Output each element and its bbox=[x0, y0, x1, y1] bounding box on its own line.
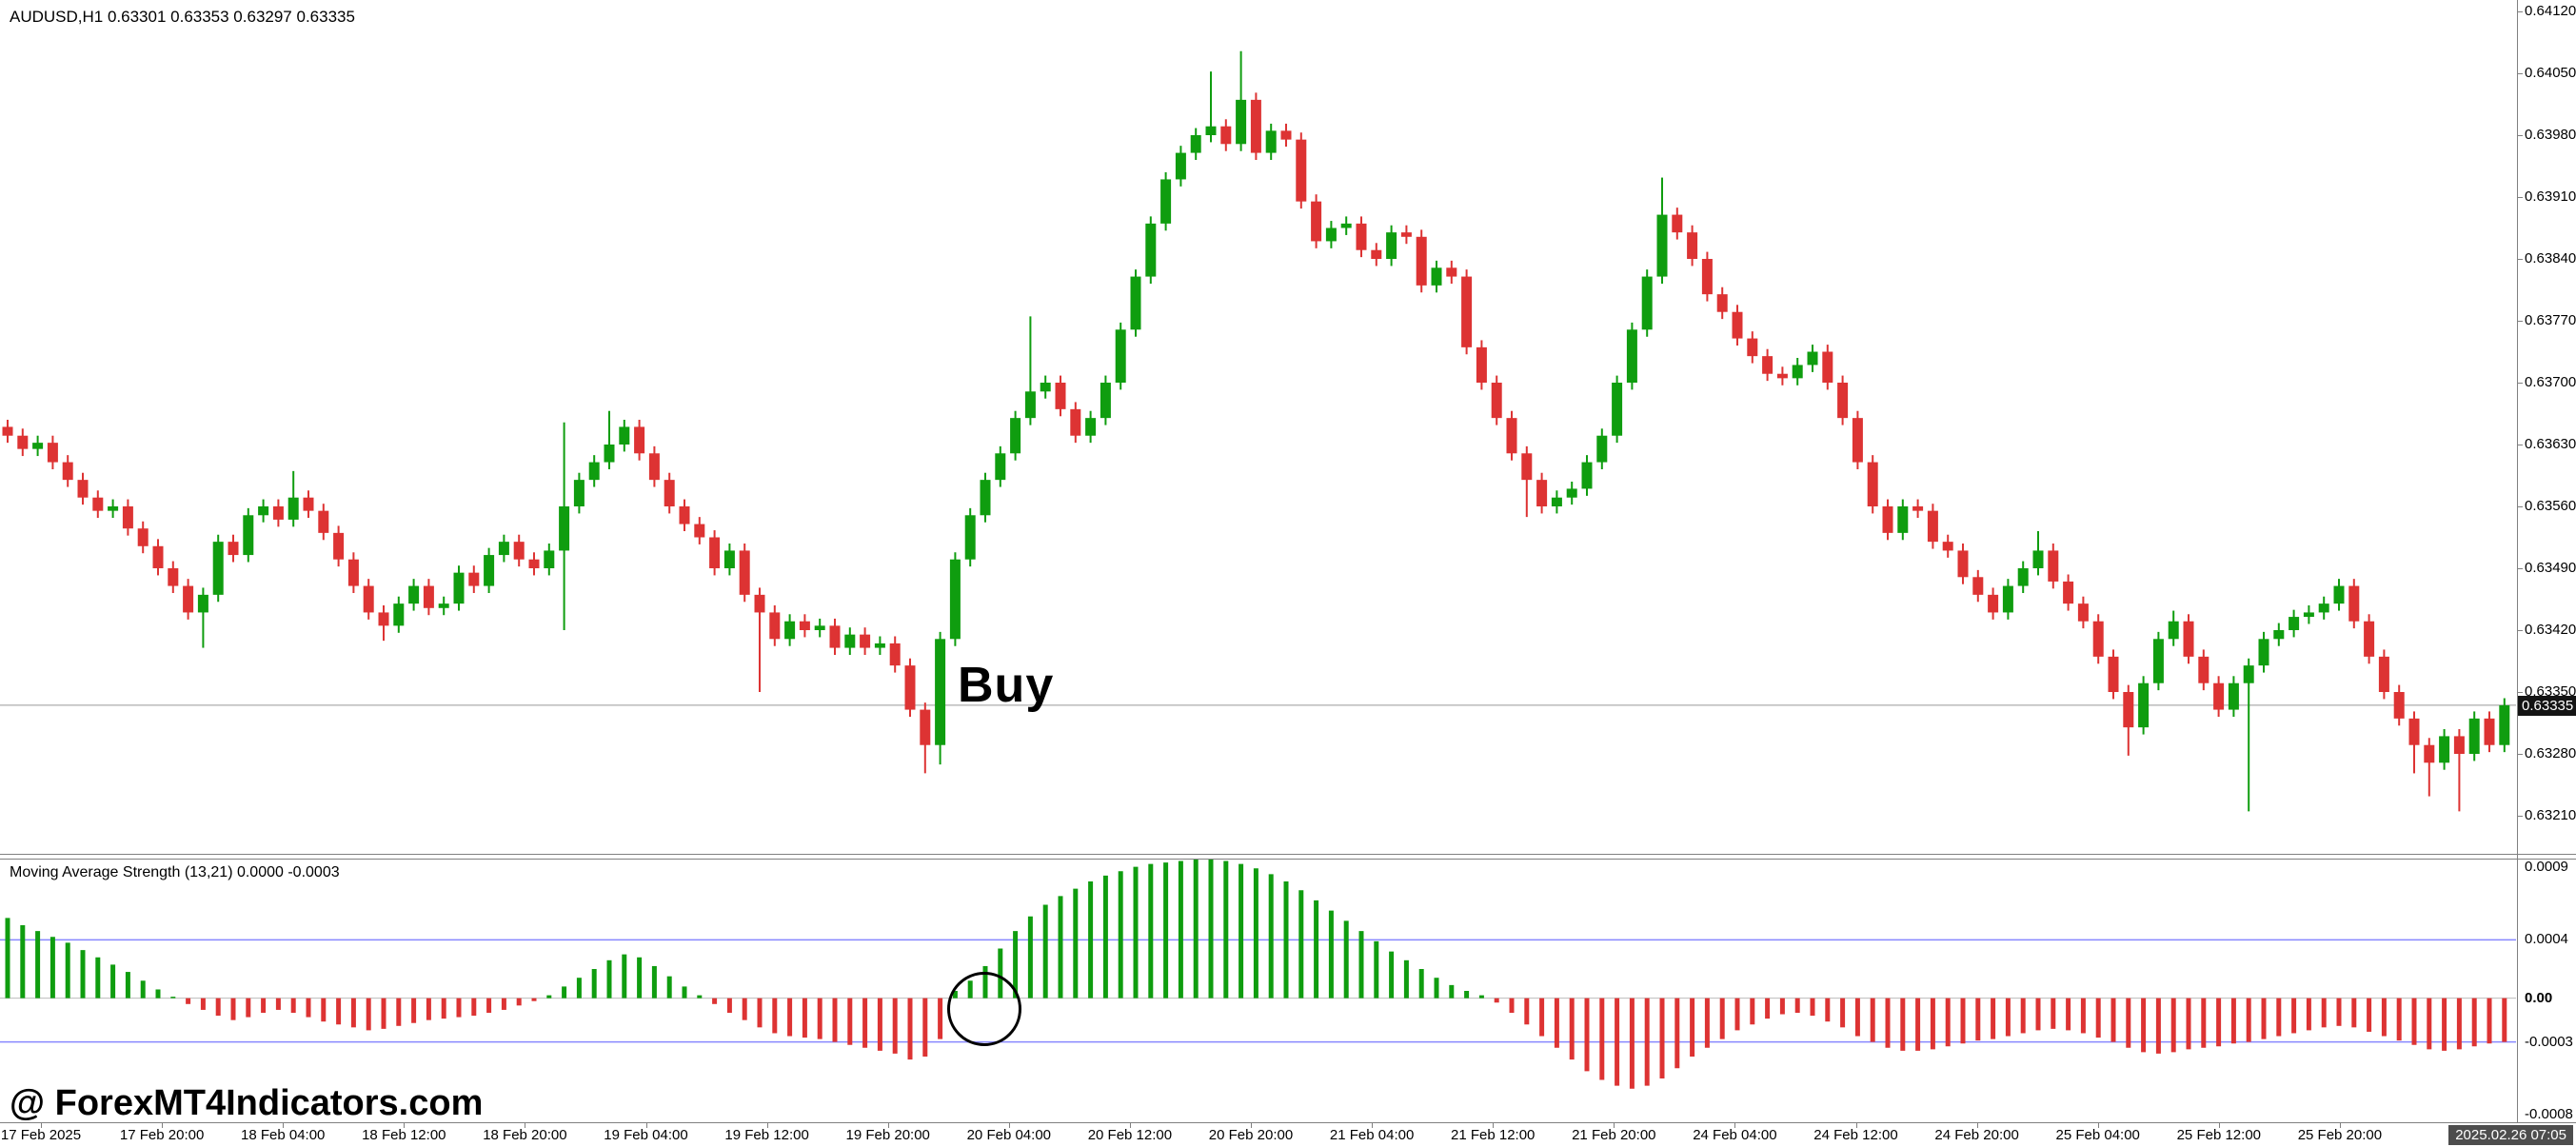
time-axis-label: 24 Feb 04:00 bbox=[1693, 1127, 1777, 1143]
buy-annotation: Buy bbox=[958, 658, 1055, 713]
time-axis-tick bbox=[1251, 1123, 1252, 1128]
price-axis-tick bbox=[2518, 692, 2523, 693]
time-axis-tick bbox=[1129, 1123, 1131, 1128]
time-axis-label: 19 Feb 04:00 bbox=[604, 1127, 688, 1143]
price-axis-tick bbox=[2518, 259, 2523, 260]
current-time-badge: 2025.02.26 07:05 bbox=[2448, 1125, 2573, 1145]
price-axis-tick bbox=[2518, 135, 2523, 136]
price-axis-label: 0.63350 bbox=[2525, 683, 2576, 700]
time-axis-tick bbox=[645, 1123, 647, 1128]
price-axis-tick bbox=[2518, 197, 2523, 198]
indicator-scale-label: -0.0003 bbox=[2525, 1033, 2573, 1050]
time-axis-label: 18 Feb 12:00 bbox=[362, 1127, 446, 1143]
price-axis-label: 0.63280 bbox=[2525, 745, 2576, 761]
price-axis-tick bbox=[2518, 568, 2523, 569]
time-axis-label: 24 Feb 12:00 bbox=[1813, 1127, 1898, 1143]
time-axis-tick bbox=[887, 1123, 889, 1128]
time-axis-tick bbox=[2218, 1123, 2220, 1128]
time-axis-label: 21 Feb 04:00 bbox=[1329, 1127, 1415, 1143]
price-axis-tick bbox=[2518, 816, 2523, 817]
price-axis-separator-line bbox=[2517, 0, 2518, 1122]
time-axis-tick bbox=[1372, 1123, 1374, 1128]
price-axis-tick bbox=[2518, 630, 2523, 631]
time-axis-label: 17 Feb 20:00 bbox=[119, 1127, 205, 1143]
indicator-histogram bbox=[5, 860, 2507, 1089]
price-axis-label: 0.63700 bbox=[2525, 374, 2576, 390]
time-axis-tick bbox=[1493, 1123, 1495, 1128]
price-axis-label: 0.63560 bbox=[2525, 498, 2576, 514]
time-axis-tick bbox=[2339, 1123, 2341, 1128]
time-axis-label: 21 Feb 20:00 bbox=[1572, 1127, 1656, 1143]
price-axis-label: 0.63210 bbox=[2525, 807, 2576, 823]
time-axis-tick bbox=[162, 1123, 164, 1128]
price-axis-label: 0.63770 bbox=[2525, 312, 2576, 328]
price-axis-tick bbox=[2518, 506, 2523, 507]
time-axis-label: 17 Feb 2025 bbox=[0, 1127, 82, 1143]
time-axis-label: 25 Feb 04:00 bbox=[2055, 1127, 2140, 1143]
time-axis-label: 18 Feb 20:00 bbox=[483, 1127, 567, 1143]
circle-annotation bbox=[947, 972, 1021, 1046]
price-axis-tick bbox=[2518, 383, 2523, 384]
price-axis-label: 0.63840 bbox=[2525, 250, 2576, 267]
time-axis-tick bbox=[2097, 1123, 2099, 1128]
time-axis-tick bbox=[1614, 1123, 1615, 1128]
time-axis[interactable]: 2025.02.26 07:05 17 Feb 2025 17 Feb 20:00… bbox=[0, 1123, 2576, 1147]
time-axis-tick bbox=[766, 1123, 768, 1128]
indicator-scale-label: -0.0008 bbox=[2525, 1106, 2573, 1123]
time-axis-label: 25 Feb 12:00 bbox=[2176, 1127, 2261, 1143]
indicator-scale-label: 0.00 bbox=[2525, 989, 2553, 1006]
time-axis-label: 19 Feb 12:00 bbox=[724, 1127, 809, 1143]
price-axis-label: 0.63910 bbox=[2525, 188, 2576, 205]
time-axis-label: 20 Feb 20:00 bbox=[1208, 1127, 1294, 1143]
price-axis-label: 0.64050 bbox=[2525, 65, 2576, 81]
price-axis-label: 0.64120 bbox=[2525, 3, 2576, 19]
time-axis-tick bbox=[1008, 1123, 1010, 1128]
price-axis-label: 0.63420 bbox=[2525, 622, 2576, 638]
price-axis-tick bbox=[2518, 321, 2523, 322]
time-axis-label: 18 Feb 04:00 bbox=[240, 1127, 326, 1143]
price-axis-label: 0.63490 bbox=[2525, 560, 2576, 576]
price-axis-tick bbox=[2518, 11, 2523, 12]
time-axis-label: 25 Feb 20:00 bbox=[2297, 1127, 2383, 1143]
time-axis-tick bbox=[283, 1123, 285, 1128]
price-axis-tick bbox=[2518, 754, 2523, 755]
time-axis-tick bbox=[1976, 1123, 1978, 1128]
time-axis-label: 20 Feb 04:00 bbox=[966, 1127, 1051, 1143]
time-axis-tick bbox=[1734, 1123, 1736, 1128]
time-axis-label: 20 Feb 12:00 bbox=[1087, 1127, 1173, 1143]
current-price-badge: 0.63335 bbox=[2518, 695, 2576, 716]
watermark-text: @ ForexMT4Indicators.com bbox=[10, 1083, 484, 1123]
time-axis-label: 21 Feb 12:00 bbox=[1450, 1127, 1536, 1143]
panel-separator[interactable] bbox=[0, 854, 2576, 860]
price-axis-label: 0.63630 bbox=[2525, 436, 2576, 452]
indicator-scale-label: 0.0004 bbox=[2525, 931, 2568, 948]
indicator-scale-label: 0.0009 bbox=[2525, 858, 2568, 875]
price-axis-tick bbox=[2518, 73, 2523, 74]
candles bbox=[2, 50, 2510, 812]
time-axis-tick bbox=[1855, 1123, 1857, 1128]
symbol-ohlc-header: AUDUSD,H1 0.63301 0.63353 0.63297 0.6333… bbox=[10, 8, 355, 26]
indicator-title: Moving Average Strength (13,21) 0.0000 -… bbox=[10, 864, 340, 880]
price-axis[interactable]: 0.63335 0.64120 0.64050 0.63980 0.63910 0.63… bbox=[2518, 0, 2576, 1122]
time-axis-tick bbox=[404, 1123, 406, 1128]
time-axis-label: 19 Feb 20:00 bbox=[845, 1127, 930, 1143]
time-axis-tick bbox=[41, 1123, 42, 1128]
price-axis-label: 0.63980 bbox=[2525, 127, 2576, 143]
time-axis-label: 24 Feb 20:00 bbox=[1934, 1127, 2019, 1143]
time-axis-separator-line bbox=[0, 1122, 2576, 1123]
